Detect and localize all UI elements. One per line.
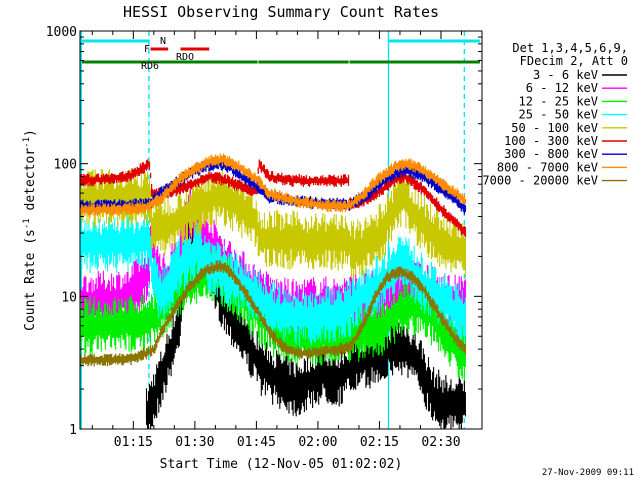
series-7000-20000-kev: [80, 260, 467, 367]
x-tick-label: 01:45: [237, 435, 276, 450]
legend-label-50-100-kev: 50 - 100 keV: [511, 121, 598, 135]
y-axis-label: Count Rate (s-1 detector-1): [22, 129, 38, 331]
x-tick-label: 02:00: [298, 435, 337, 450]
x-tick-label: 01:30: [175, 435, 214, 450]
legend-label-300-800-kev: 300 - 800 keV: [504, 147, 598, 161]
x-axis-label: Start Time (12-Nov-05 01:02:02): [160, 457, 403, 472]
series-layer: [80, 153, 467, 429]
legend-label-100-300-kev: 100 - 300 keV: [504, 134, 598, 148]
legend-label-800-7000-kev: 800 - 7000 keV: [497, 160, 598, 174]
y-axis-ticks: 1 10 100 1000: [46, 25, 482, 438]
x-tick-label: 01:15: [114, 435, 153, 450]
legend-label-12-25-kev: 12 - 25 keV: [519, 94, 598, 108]
y-axis-label-mid: detector: [23, 148, 38, 219]
y-tick-label: 100: [54, 158, 77, 173]
legend-label-6-12-kev: 6 - 12 keV: [526, 81, 598, 95]
legend-label-7000-20000-kev: 7000 - 20000 keV: [482, 174, 598, 188]
flag-label-n: N: [160, 36, 166, 47]
legend-header-2: FDecim 2, Att 0: [520, 54, 628, 68]
y-axis-label-end: ): [23, 129, 38, 137]
x-tick-labels: 01:15 01:30 01:45 02:00 02:15 02:30: [114, 435, 461, 450]
footer-date: 27-Nov-2009 09:11: [542, 468, 634, 478]
x-axis-ticks: 01:15 01:30 01:45 02:00 02:15 02:30: [91, 31, 462, 450]
legend-header-1: Det 1,3,4,5,6,9,: [512, 41, 628, 55]
legend: Det 1,3,4,5,6,9, FDecim 2, Att 0 3 - 6 k…: [482, 41, 628, 188]
y-axis-label-sup1: -1: [22, 218, 32, 229]
y-tick-label: 10: [61, 290, 77, 305]
plot-frame: [79, 30, 483, 430]
x-tick-label: 02:15: [360, 435, 399, 450]
flag-label-rd6: RD6: [141, 61, 159, 72]
chart-title: HESSI Observing Summary Count Rates: [123, 3, 439, 21]
flag-label-rdo: RDO: [176, 52, 194, 63]
y-tick-label: 1000: [46, 25, 77, 40]
flag-bars: NF RDO RD6: [82, 36, 480, 72]
x-tick-label: 02:30: [421, 435, 460, 450]
series-800-7000-kev: [80, 153, 467, 216]
legend-label-3-6-kev: 3 - 6 keV: [533, 68, 598, 82]
y-axis-label-sup2: -1: [22, 137, 32, 148]
y-tick-label: 1: [69, 423, 77, 438]
legend-label-25-50-kev: 25 - 50 keV: [519, 108, 598, 122]
y-axis-label-main: Count Rate (s: [23, 229, 38, 331]
flag-label-f: F: [144, 44, 150, 55]
